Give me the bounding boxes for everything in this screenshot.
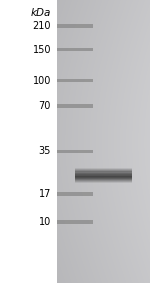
Bar [75,171,132,172]
Bar [75,175,132,177]
Bar [57,104,93,108]
Text: 17: 17 [39,189,51,199]
Bar [75,170,132,171]
Bar [75,179,132,181]
Bar [57,24,93,28]
Bar [0,0,57,283]
Bar [57,48,93,52]
Bar [75,175,132,176]
Bar [75,173,132,175]
Text: 70: 70 [39,101,51,111]
Bar [57,150,93,153]
Bar [75,168,132,170]
Text: 100: 100 [33,76,51,86]
Bar [75,169,132,171]
Bar [75,177,132,179]
Text: 10: 10 [39,217,51,227]
Bar [75,172,132,173]
Bar [57,192,93,196]
Bar [75,173,132,174]
Bar [75,180,132,182]
Bar [75,177,132,178]
Text: 35: 35 [39,146,51,156]
Bar [75,179,132,180]
Text: kDa: kDa [31,8,51,18]
Text: 150: 150 [33,44,51,55]
Bar [75,181,132,183]
Bar [57,79,93,83]
Text: 210: 210 [33,21,51,31]
Bar [57,220,93,224]
